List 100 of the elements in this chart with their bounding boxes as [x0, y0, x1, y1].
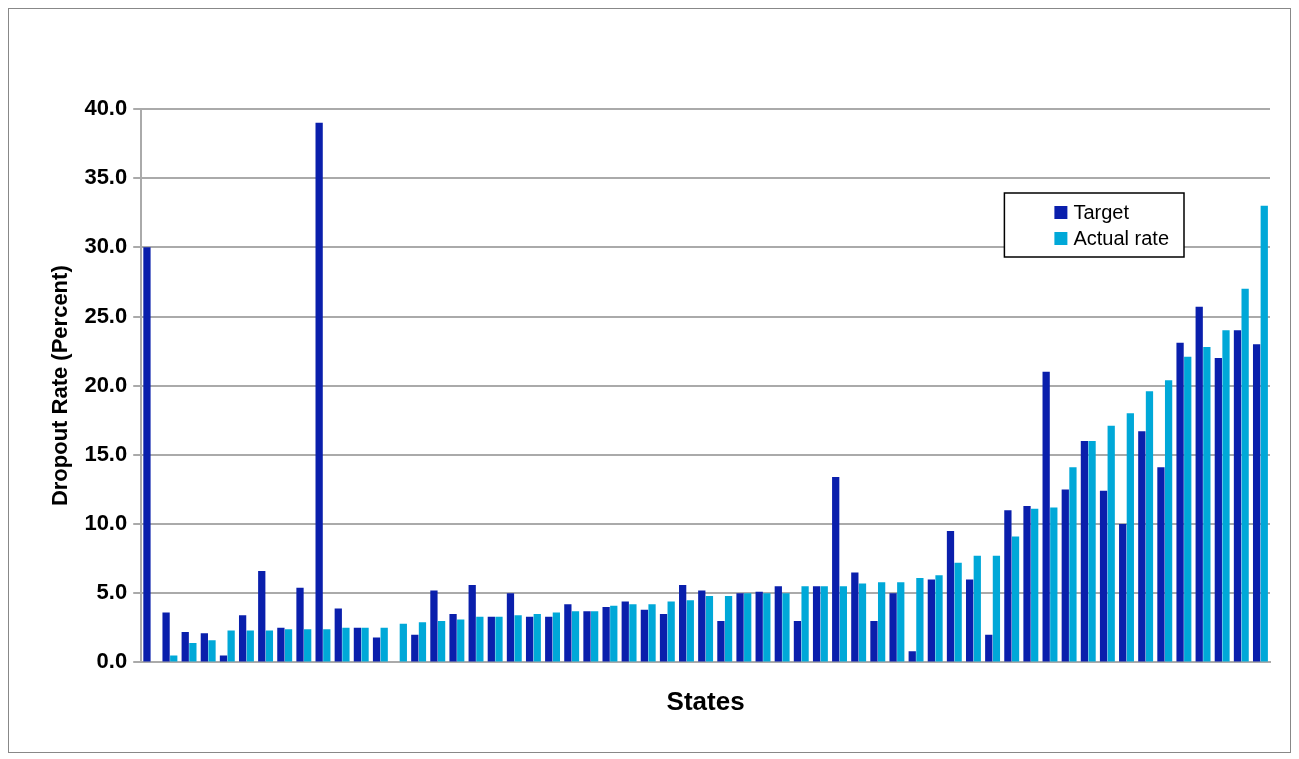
bar	[973, 555, 981, 662]
y-tick-label: 40.0	[84, 95, 128, 121]
bar	[965, 579, 974, 662]
bar	[763, 593, 771, 662]
bar	[870, 620, 878, 662]
bar	[1061, 489, 1069, 662]
bar	[1222, 330, 1230, 662]
bar	[304, 629, 312, 662]
y-tick-label: 10.0	[84, 510, 128, 536]
bar	[1184, 356, 1192, 662]
bar	[897, 582, 905, 662]
bar	[323, 629, 331, 662]
bar	[927, 579, 935, 662]
bar	[1011, 536, 1020, 662]
bar	[667, 601, 675, 662]
bar	[820, 586, 828, 662]
bar	[1145, 391, 1154, 662]
bar	[552, 612, 561, 662]
bar	[889, 593, 897, 662]
bar	[698, 590, 706, 662]
bar	[1203, 346, 1211, 662]
bar	[487, 616, 495, 662]
legend-label: Target	[1073, 200, 1130, 223]
bar	[621, 601, 629, 662]
bar	[774, 586, 782, 662]
bar	[418, 622, 427, 662]
bar	[411, 634, 419, 662]
x-axis-title: States	[666, 685, 745, 716]
bar	[992, 555, 1001, 662]
bar	[782, 593, 790, 662]
y-axis-title: Dropout Rate (Percent)	[47, 265, 73, 507]
bar	[640, 609, 649, 662]
bar	[1176, 342, 1184, 662]
bar	[985, 634, 993, 662]
bar	[877, 582, 886, 662]
bar	[437, 620, 446, 662]
bar	[277, 627, 285, 662]
bar	[564, 604, 572, 662]
bar	[908, 651, 916, 662]
bar	[1088, 441, 1096, 662]
bar	[1023, 506, 1031, 662]
bar	[954, 562, 962, 662]
bar	[1050, 507, 1058, 662]
bar	[1031, 508, 1039, 662]
bar	[1107, 425, 1115, 662]
bar	[1260, 205, 1268, 662]
bar	[839, 586, 847, 662]
bar	[583, 611, 591, 662]
bar	[659, 613, 668, 662]
bar	[380, 627, 388, 662]
bar	[162, 612, 170, 662]
bar	[227, 630, 235, 662]
bar	[399, 623, 407, 662]
bar	[265, 630, 274, 662]
bar	[545, 616, 553, 662]
bar	[457, 619, 465, 662]
bar	[1157, 467, 1165, 662]
bar	[533, 613, 541, 662]
bar	[1214, 358, 1222, 662]
bar	[736, 593, 744, 662]
bar	[219, 655, 228, 662]
bar	[946, 530, 955, 662]
y-tick-label: 30.0	[84, 233, 128, 259]
bar	[1080, 441, 1089, 662]
legend-label: Actual rate	[1073, 226, 1169, 249]
bar	[916, 578, 924, 662]
bar	[602, 607, 610, 662]
bar	[629, 604, 637, 662]
bar	[686, 600, 694, 662]
bar	[1126, 413, 1134, 662]
bar	[372, 637, 381, 662]
bar	[246, 630, 254, 662]
bar	[181, 631, 189, 662]
bar	[284, 629, 293, 662]
bar	[591, 611, 599, 662]
y-tick-label: 20.0	[84, 371, 128, 397]
bar	[258, 571, 266, 662]
bar	[334, 608, 342, 662]
bar	[170, 655, 178, 662]
bar	[342, 627, 350, 662]
bar	[143, 247, 151, 662]
bar	[189, 643, 197, 662]
bar	[495, 616, 503, 662]
bar	[717, 620, 725, 662]
bar	[468, 584, 476, 662]
bar	[1195, 306, 1203, 662]
bar	[812, 586, 821, 662]
bar	[679, 584, 687, 662]
bar	[200, 633, 208, 662]
bar	[851, 572, 859, 662]
bar	[724, 595, 733, 662]
bar	[858, 583, 867, 662]
y-tick-label: 0.0	[96, 648, 128, 674]
bar	[1241, 288, 1249, 662]
bar	[705, 595, 714, 662]
bar	[506, 593, 515, 662]
bar	[1233, 330, 1242, 662]
bar	[571, 611, 580, 662]
bar	[1252, 344, 1261, 662]
bar	[1004, 510, 1012, 662]
